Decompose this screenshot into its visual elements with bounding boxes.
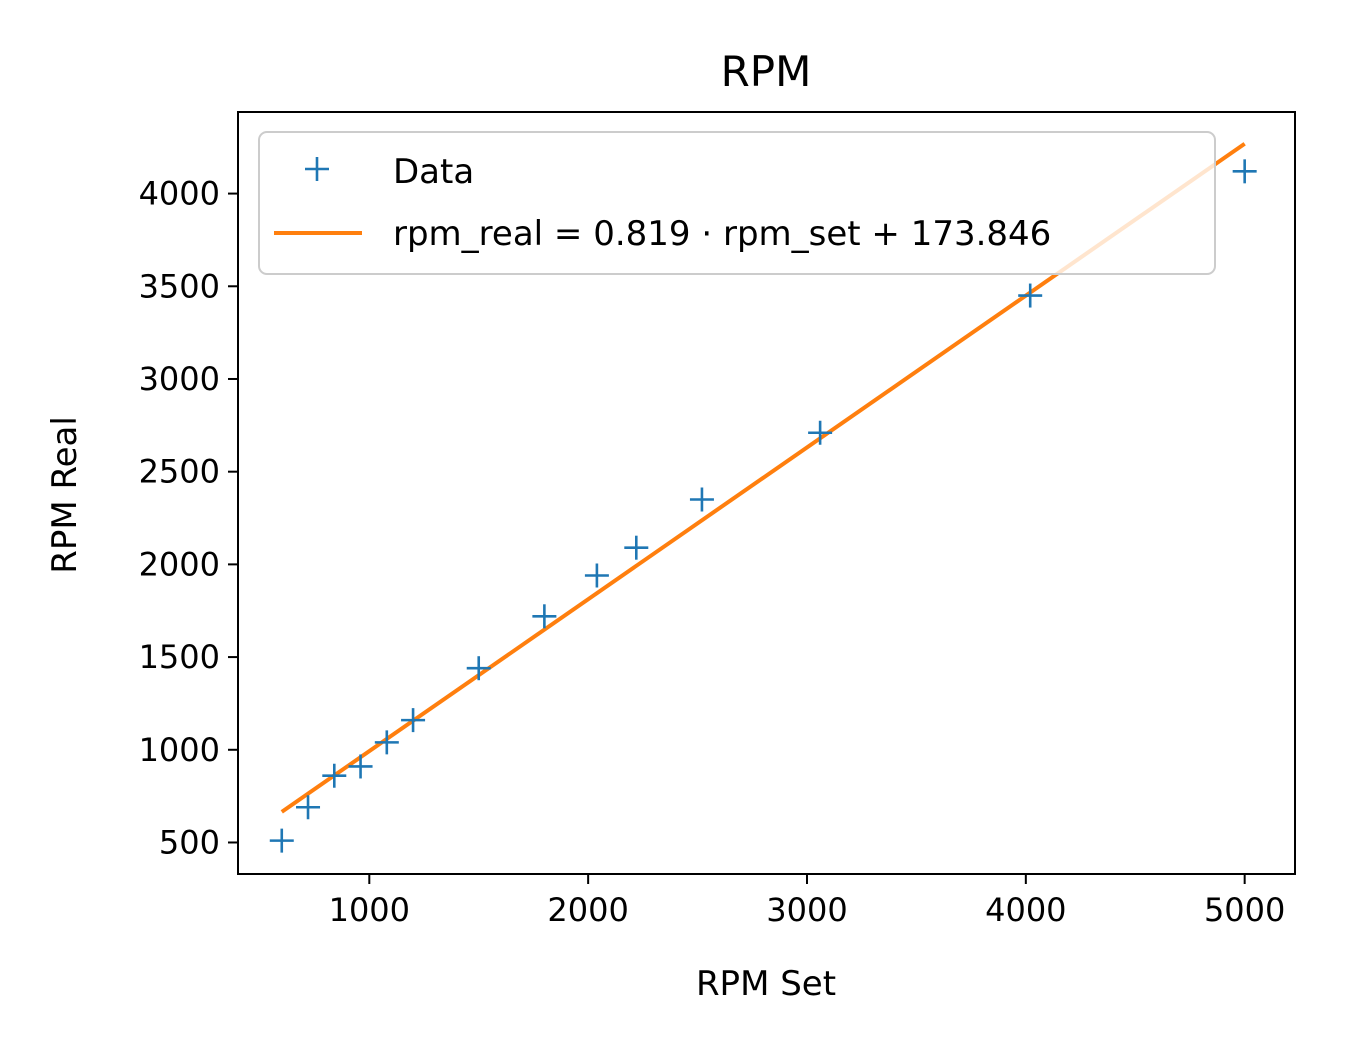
y-tick-label: 2000 <box>139 545 220 583</box>
data-point <box>466 656 491 681</box>
data-point <box>322 763 347 788</box>
y-tick-label: 500 <box>159 823 220 861</box>
data-point <box>348 754 373 779</box>
data-point <box>624 535 649 560</box>
x-tick-label: 3000 <box>766 891 847 929</box>
y-tick-label: 1500 <box>139 638 220 676</box>
y-tick-label: 4000 <box>139 175 220 213</box>
data-point <box>808 420 833 445</box>
legend-label-fit: rpm_real = 0.819 · rpm_set + 173.846 <box>393 214 1051 254</box>
y-tick-label: 3000 <box>139 360 220 398</box>
x-tick-label: 4000 <box>985 891 1066 929</box>
x-axis-label: RPM Set <box>696 964 836 1004</box>
data-point <box>584 563 609 588</box>
data-point <box>689 487 714 512</box>
data-point <box>269 828 294 853</box>
data-point <box>374 730 399 755</box>
data-point <box>296 795 321 820</box>
x-tick-label: 1000 <box>329 891 410 929</box>
y-tick-label: 1000 <box>139 731 220 769</box>
x-tick-label: 5000 <box>1204 891 1285 929</box>
data-point <box>401 708 426 733</box>
x-axis: 1000 2000 3000 4000 5000 <box>329 874 1285 929</box>
chart-title: RPM <box>721 47 812 96</box>
y-tick-label: 2500 <box>139 453 220 491</box>
data-point <box>1232 159 1257 184</box>
legend-label-data: Data <box>393 152 474 192</box>
legend-plus <box>305 157 329 181</box>
y-axis-label: RPM Real <box>45 416 85 574</box>
data-point <box>1018 283 1043 308</box>
y-axis: 500 1000 1500 2000 2500 3000 3500 4000 <box>139 175 238 861</box>
data-point <box>532 604 557 629</box>
legend-box <box>258 131 1216 275</box>
x-tick-label: 2000 <box>547 891 628 929</box>
legend: Data rpm_real = 0.819 · rpm_set + 173.84… <box>258 131 1216 275</box>
y-tick-label: 3500 <box>139 267 220 305</box>
plot-frame <box>237 111 1296 875</box>
legend-marker-data <box>305 157 329 181</box>
